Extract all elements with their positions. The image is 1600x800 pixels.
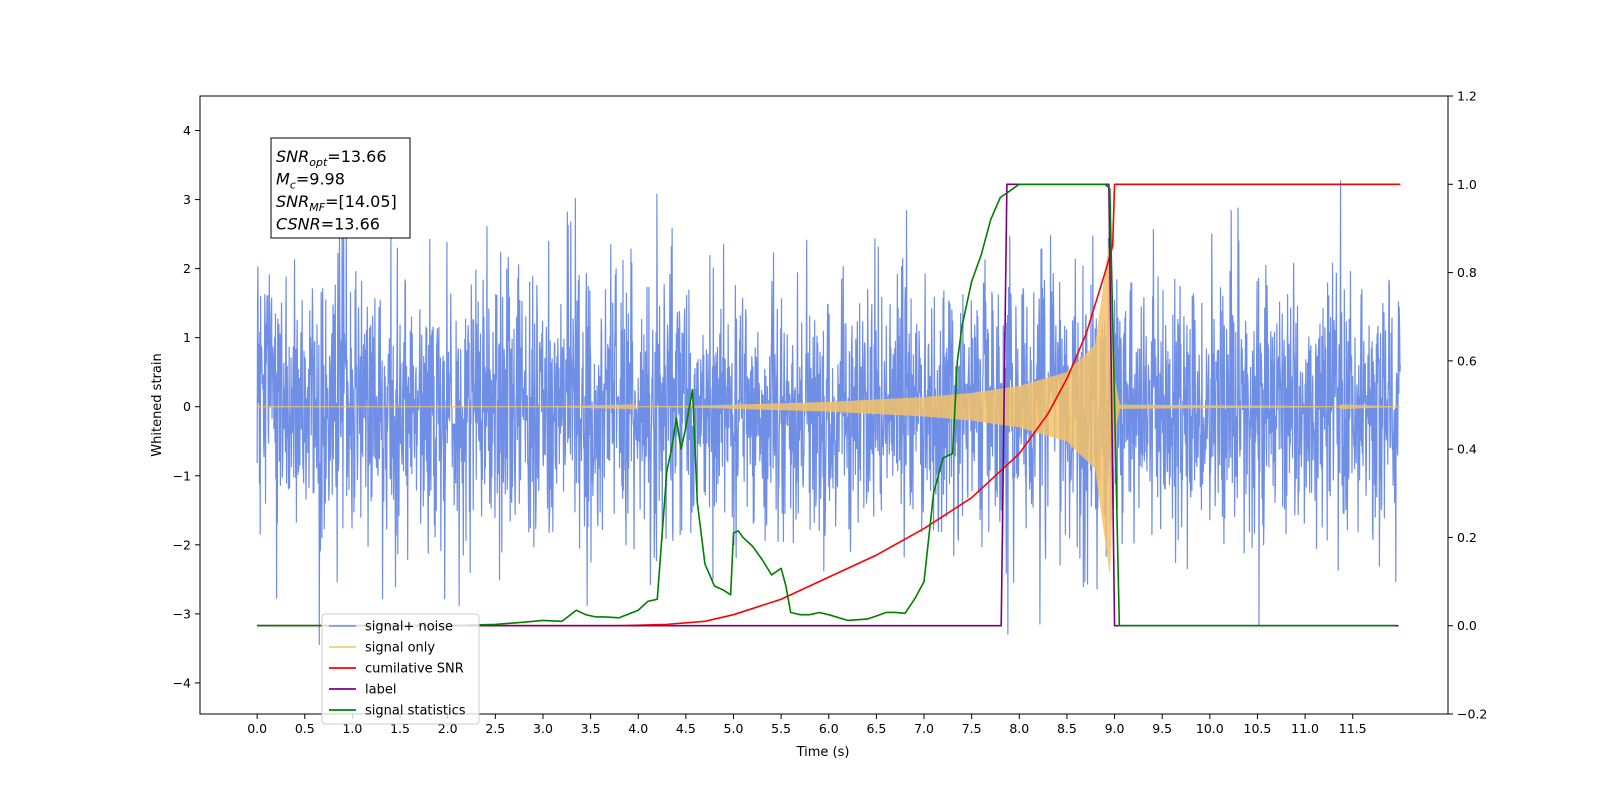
y-tick-label-right: 1.0 [1457,177,1477,192]
y-tick-label-right: 0.0 [1457,618,1477,633]
x-tick-label: 10.5 [1244,721,1272,736]
y-tick-label-left: 3 [183,192,191,207]
info-line-value: =[14.05] [325,192,397,211]
x-tick-label: 11.5 [1339,721,1367,736]
series-signal-noise-line [256,180,1401,646]
x-tick-label: 8.0 [1009,721,1029,736]
x-tick-label: 9.5 [1152,721,1172,736]
legend: signal+ noise signal only cumilative SNR la… [321,613,480,725]
info-line-subscript: MF [309,201,325,214]
y-tick-label-right: 1.2 [1457,89,1477,104]
info-line: CSNR=13.66 [276,215,380,234]
x-tick-label: 1.5 [390,721,410,736]
x-tick-label: 7.0 [914,721,934,736]
plot-frame [199,95,1449,715]
y-tick-label-right: 0.6 [1457,353,1477,368]
info-line-value: =9.98 [296,170,345,189]
info-line-subscript: opt [309,156,328,169]
legend-label: signal+ noise [365,620,453,635]
info-line-name: SNR [276,192,309,211]
x-tick-label: 10.0 [1196,721,1224,736]
info-line-value: =13.66 [321,215,380,234]
x-tick-label: 5.5 [771,721,791,736]
y-tick-label-right: −0.2 [1457,707,1487,722]
x-tick-label: 3.5 [581,721,601,736]
y-tick-label-right: 0.8 [1457,265,1477,280]
legend-label: label [365,683,396,698]
x-axis-label: Time (s) [796,745,850,760]
axes-layer: 0.0 0.5 1.0 1.5 2.0 2.5 3.0 3.5 4.0 4.5 5.0 5.5 6.0 6… [173,89,1488,737]
legend-frame [321,613,480,725]
x-tick-label: 3.0 [533,721,553,736]
info-line: SNRopt=13.66 [276,147,387,169]
y-tick-label-left: 1 [183,330,191,345]
x-tick-label: 9.0 [1105,721,1125,736]
y-tick-label-left: −1 [173,468,191,483]
series-signal-only-line [257,242,1401,573]
x-tick-label: 8.5 [1057,721,1077,736]
x-tick-label: 4.0 [628,721,648,736]
info-line-subscript: c [290,179,296,192]
x-tick-label: 0.5 [295,721,315,736]
legend-label: cumilative SNR [365,662,464,677]
info-line-name: CSNR [276,215,321,234]
series-layer [256,180,1401,646]
info-line-value: =13.66 [327,147,386,166]
info-box: SNRopt=13.66Mc=9.98SNRMF=[14.05]CSNR=13.… [270,137,411,239]
x-tick-label: 6.5 [866,721,886,736]
x-tick-label: 7.5 [962,721,982,736]
y-tick-label-left: −2 [173,537,191,552]
x-tick-label: 2.5 [485,721,505,736]
legend-label: signal only [365,641,435,656]
series-signal-statistics-line [257,183,1396,627]
info-box-frame [270,137,411,239]
legend-label: signal statistics [365,704,466,719]
x-tick-label: 1.0 [342,721,362,736]
x-tick-label: 4.5 [676,721,696,736]
info-line-name: M [276,170,290,189]
info-line: Mc=9.98 [276,170,345,192]
x-tick-label: 0.0 [247,721,267,736]
x-tick-label: 2.0 [438,721,458,736]
y-tick-label-left: 0 [183,399,191,414]
x-tick-label: 5.0 [724,721,744,736]
y-tick-label-left: 2 [183,261,191,276]
y-tick-label-left: −4 [173,675,191,690]
info-line-name: SNR [276,147,309,166]
x-tick-label: 11.0 [1291,721,1319,736]
series-cumilative-snr-line [257,183,1401,627]
x-tick-label: 6.0 [819,721,839,736]
y-tick-label-right: 0.4 [1457,442,1477,457]
info-line: SNRMF=[14.05] [276,192,397,214]
y-axis-label-left: Whitened strain [150,353,165,456]
y-tick-label-left: −3 [173,606,191,621]
y-tick-label-right: 0.2 [1457,530,1477,545]
y-tick-label-left: 4 [183,123,191,138]
